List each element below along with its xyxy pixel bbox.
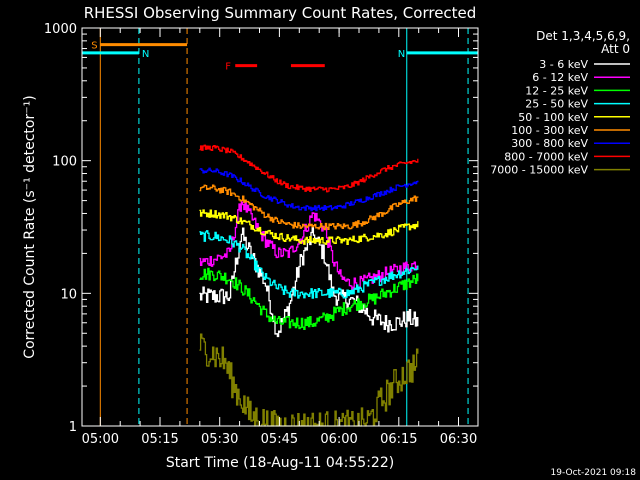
series-line-6 [199,184,419,231]
chart-title: RHESSI Observing Summary Count Rates, Co… [84,4,477,22]
legend-label-8: 800 - 7000 keV [504,150,588,163]
x-tick-label-5: 06:00 [320,432,357,447]
series-line-4 [199,230,419,299]
annotation-label-night: N [142,49,149,60]
series-line-7 [199,167,419,212]
legend-label-2: 6 - 12 keV [532,71,588,84]
x-tick-label-4: 05:45 [261,432,298,447]
legend-label-4: 25 - 50 keV [525,98,588,111]
x-axis-label: Start Time (18-Aug-11 04:55:22) [166,455,394,471]
axis-ticks: 1 10 100 1000 05:00 05:15 05:30 05:45 06:00 06:15… [44,22,478,447]
legend-label-9: 7000 - 15000 keV [490,164,588,177]
y-tick-label-3: 100 [52,155,77,170]
annotation-label-flare: F [225,62,231,73]
annotation-label-night: N [398,49,405,60]
annotation-label-saa: S [91,41,97,52]
y-axis-label: Corrected Count Rate (s⁻¹ detector⁻¹) [22,95,38,358]
legend-label-7: 300 - 800 keV [511,137,588,150]
x-tick-label-2: 05:15 [141,432,178,447]
legend-header-attenuator: Att 0 [601,42,630,56]
legend-label-5: 50 - 100 keV [518,111,588,124]
x-tick-label-1: 05:00 [82,432,119,447]
legend-label-1: 3 - 6 keV [539,58,588,71]
plot-marks: S N N F [82,28,478,427]
y-tick-label-1: 1 [69,420,77,435]
x-tick-label-7: 06:30 [440,432,477,447]
series-line-3 [199,267,419,330]
y-tick-label-4: 1000 [44,22,77,37]
plot-frame [81,27,479,427]
y-tick-label-2: 10 [60,287,77,302]
legend-header-detectors: Det 1,3,4,5,6,9, [536,29,630,43]
series-line-8 [199,144,419,193]
legend-label-3: 12 - 25 keV [525,84,588,97]
legend-label-6: 100 - 300 keV [511,124,588,137]
x-tick-label-3: 05:30 [201,432,238,447]
x-tick-label-6: 06:15 [380,432,417,447]
footer-timestamp: 19-Oct-2021 09:18 [551,468,637,478]
series-line-5 [199,209,419,246]
